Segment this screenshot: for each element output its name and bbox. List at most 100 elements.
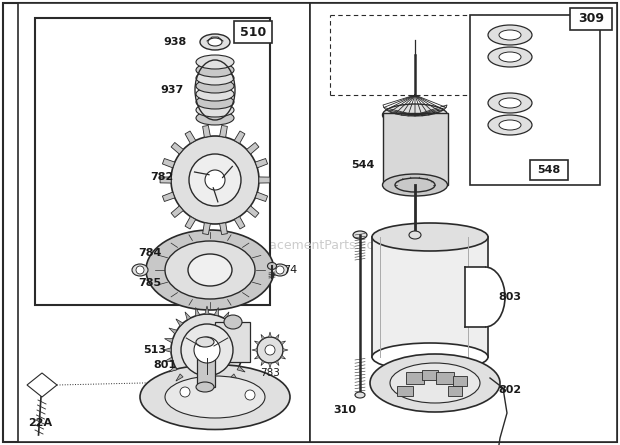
Polygon shape xyxy=(231,374,238,381)
Ellipse shape xyxy=(165,376,265,418)
Polygon shape xyxy=(169,366,177,372)
Text: 510: 510 xyxy=(240,25,266,39)
Ellipse shape xyxy=(165,241,255,299)
Polygon shape xyxy=(243,348,251,352)
Polygon shape xyxy=(234,131,245,144)
Polygon shape xyxy=(247,206,259,218)
Text: 544: 544 xyxy=(352,160,374,170)
Ellipse shape xyxy=(200,34,230,50)
Polygon shape xyxy=(255,158,268,168)
Ellipse shape xyxy=(488,93,532,113)
Ellipse shape xyxy=(370,354,500,412)
Circle shape xyxy=(136,266,144,274)
Bar xyxy=(570,8,612,30)
Circle shape xyxy=(257,337,283,363)
Polygon shape xyxy=(176,319,183,326)
Polygon shape xyxy=(259,177,270,183)
Text: 802: 802 xyxy=(498,385,521,395)
Ellipse shape xyxy=(188,254,232,286)
Polygon shape xyxy=(223,312,229,320)
Polygon shape xyxy=(223,380,229,388)
Polygon shape xyxy=(254,341,260,345)
Bar xyxy=(215,322,250,362)
Ellipse shape xyxy=(196,111,234,125)
Text: 803: 803 xyxy=(498,292,521,302)
Text: 513: 513 xyxy=(143,345,167,355)
Polygon shape xyxy=(268,332,272,337)
Bar xyxy=(18,3,310,442)
Ellipse shape xyxy=(196,382,214,392)
Text: 22A: 22A xyxy=(28,418,52,428)
Bar xyxy=(470,15,600,185)
Polygon shape xyxy=(275,334,279,340)
Circle shape xyxy=(245,390,255,400)
Polygon shape xyxy=(261,334,265,340)
Circle shape xyxy=(171,314,243,386)
Polygon shape xyxy=(280,341,286,345)
Polygon shape xyxy=(160,177,171,183)
Polygon shape xyxy=(27,373,57,397)
Ellipse shape xyxy=(196,337,214,347)
Bar xyxy=(448,386,462,396)
Polygon shape xyxy=(203,125,210,138)
Ellipse shape xyxy=(499,120,521,130)
Ellipse shape xyxy=(267,263,277,270)
Circle shape xyxy=(189,154,241,206)
Polygon shape xyxy=(275,360,279,366)
Polygon shape xyxy=(196,384,200,392)
Ellipse shape xyxy=(499,98,521,108)
Bar xyxy=(197,342,215,387)
Ellipse shape xyxy=(208,38,222,46)
Polygon shape xyxy=(169,328,177,334)
Text: 309: 309 xyxy=(578,12,604,25)
Ellipse shape xyxy=(132,264,148,276)
Ellipse shape xyxy=(196,79,234,93)
Polygon shape xyxy=(252,348,257,352)
Ellipse shape xyxy=(488,25,532,45)
Circle shape xyxy=(265,345,275,355)
Ellipse shape xyxy=(499,52,521,62)
Bar xyxy=(310,3,617,442)
Ellipse shape xyxy=(383,104,448,126)
Bar xyxy=(35,18,270,305)
Ellipse shape xyxy=(499,30,521,40)
Ellipse shape xyxy=(372,223,488,251)
Bar xyxy=(234,21,272,43)
Circle shape xyxy=(194,337,220,363)
Ellipse shape xyxy=(196,103,234,117)
Polygon shape xyxy=(185,312,191,320)
Bar xyxy=(436,372,454,384)
Polygon shape xyxy=(219,222,228,235)
Polygon shape xyxy=(162,158,175,168)
Polygon shape xyxy=(171,206,184,218)
Text: 784: 784 xyxy=(138,248,162,258)
Polygon shape xyxy=(185,380,191,388)
Polygon shape xyxy=(205,306,209,314)
Polygon shape xyxy=(241,339,249,343)
Text: 783: 783 xyxy=(260,368,280,378)
Circle shape xyxy=(276,266,284,274)
Text: eReplacementParts.com: eReplacementParts.com xyxy=(234,239,386,251)
Polygon shape xyxy=(280,355,286,359)
Ellipse shape xyxy=(146,230,274,310)
Polygon shape xyxy=(185,131,196,144)
Polygon shape xyxy=(268,363,272,368)
Ellipse shape xyxy=(488,115,532,135)
Text: 801: 801 xyxy=(153,360,177,370)
Ellipse shape xyxy=(140,364,290,429)
Polygon shape xyxy=(163,348,171,352)
Polygon shape xyxy=(196,307,200,316)
Ellipse shape xyxy=(409,231,421,239)
Polygon shape xyxy=(205,386,209,394)
Text: 310: 310 xyxy=(334,405,356,415)
Polygon shape xyxy=(164,339,173,343)
Ellipse shape xyxy=(196,95,234,109)
Circle shape xyxy=(181,324,233,376)
Polygon shape xyxy=(241,357,249,361)
Ellipse shape xyxy=(272,264,288,276)
Bar xyxy=(372,237,488,357)
Polygon shape xyxy=(237,328,245,334)
Bar xyxy=(406,372,424,384)
Ellipse shape xyxy=(196,71,234,85)
Text: 785: 785 xyxy=(138,278,162,288)
